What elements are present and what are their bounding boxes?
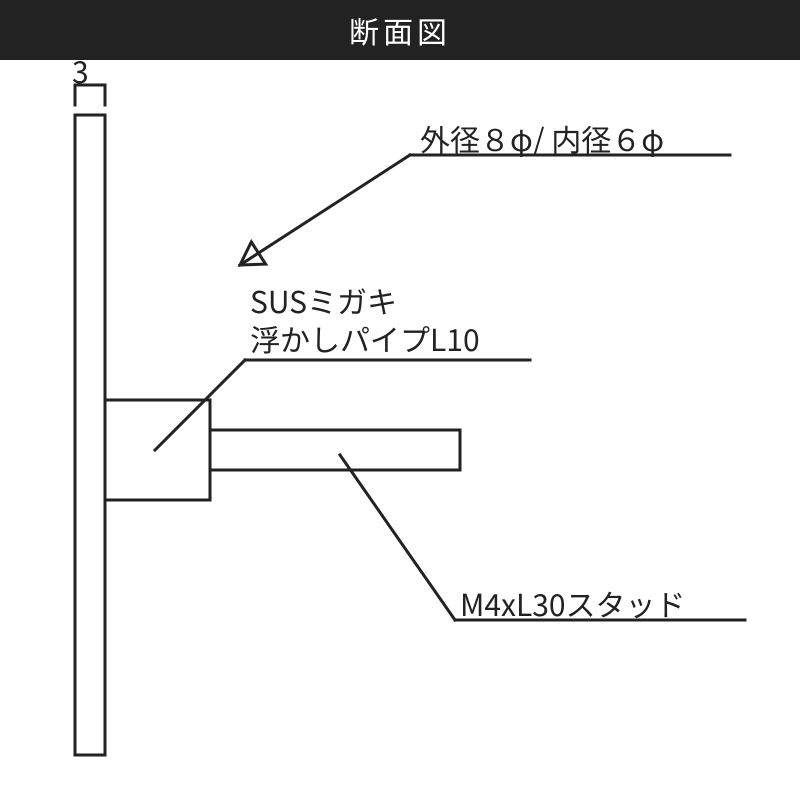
pipe-callout-label: SUSミガキ 浮かしパイプL10: [250, 282, 480, 357]
diameter-callout-label: 外径８φ/ 内径６φ: [420, 120, 664, 158]
diagram-svg: [0, 60, 800, 800]
diagram-title: 断面図: [349, 8, 451, 52]
diagram-title-bar: 断面図: [0, 0, 800, 60]
stud-callout-label: M4xL30スタッド: [460, 585, 686, 623]
thickness-dimension-label: 3: [72, 52, 89, 90]
diagram-stage: 3 外径８φ/ 内径６φ SUSミガキ 浮かしパイプL10 M4xL30スタッド: [0, 60, 800, 800]
pipe-callout-line2: 浮かしパイプL10: [250, 316, 480, 360]
